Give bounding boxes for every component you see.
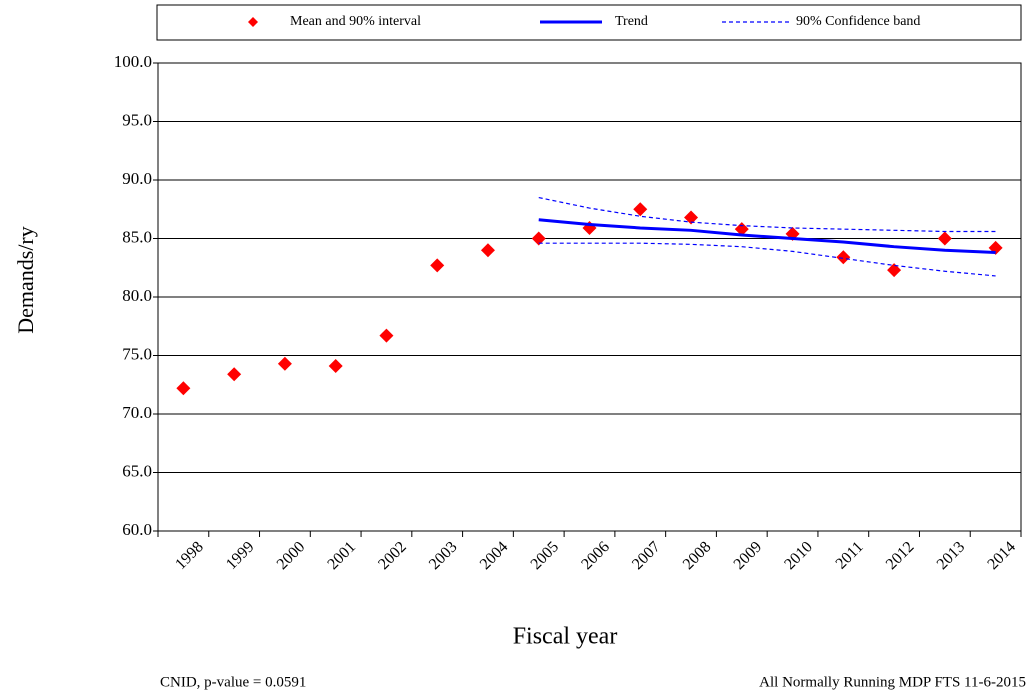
data-point bbox=[379, 328, 394, 343]
data-point bbox=[328, 359, 343, 374]
y-axis-label: Demands/ry bbox=[13, 226, 38, 334]
x-tick-label: 2002 bbox=[375, 538, 410, 573]
data-point bbox=[937, 231, 952, 246]
y-tick-label: 100.0 bbox=[114, 52, 152, 71]
legend-label: Mean and 90% interval bbox=[290, 14, 421, 29]
x-tick-label: 2000 bbox=[274, 538, 309, 573]
x-tick-label: 2012 bbox=[883, 538, 918, 573]
y-tick-label: 75.0 bbox=[122, 344, 152, 363]
data-point bbox=[430, 258, 445, 273]
confidence-band bbox=[538, 196, 996, 233]
y-tick-label: 95.0 bbox=[122, 110, 152, 129]
y-tick-label: 85.0 bbox=[122, 227, 152, 246]
legend-marker bbox=[248, 17, 258, 27]
data-point bbox=[531, 231, 546, 246]
data-point bbox=[684, 210, 699, 225]
x-tick-label: 1998 bbox=[172, 538, 207, 573]
y-tick-label: 90.0 bbox=[122, 169, 152, 188]
data-point bbox=[480, 243, 495, 258]
trend-line bbox=[538, 218, 996, 255]
x-tick-label: 2005 bbox=[528, 538, 563, 573]
y-tick-label: 60.0 bbox=[122, 520, 152, 539]
legend-label: 90% Confidence band bbox=[796, 14, 920, 29]
x-axis-label: Fiscal year bbox=[513, 624, 618, 650]
plot-border bbox=[157, 62, 1022, 532]
x-tick-label: 2007 bbox=[629, 538, 664, 573]
x-tick-label: 2009 bbox=[731, 538, 766, 573]
footnote-right: All Normally Running MDP FTS 11-6-2015 bbox=[759, 674, 1026, 690]
x-tick-label: 2010 bbox=[781, 538, 816, 573]
data-point bbox=[277, 356, 292, 371]
legend-box bbox=[156, 4, 1022, 41]
legend-label: Trend bbox=[615, 14, 648, 29]
x-tick-label: 2014 bbox=[984, 538, 1019, 573]
data-point bbox=[734, 222, 749, 237]
x-tick-label: 1999 bbox=[223, 538, 258, 573]
x-tick-label: 2003 bbox=[426, 538, 461, 573]
data-point bbox=[887, 263, 902, 278]
x-tick-label: 2008 bbox=[680, 538, 715, 573]
footnote-left: CNID, p-value = 0.0591 bbox=[160, 674, 306, 690]
x-tick-label: 2001 bbox=[324, 538, 359, 573]
data-point bbox=[836, 250, 851, 265]
data-point bbox=[633, 202, 648, 217]
y-tick-label: 65.0 bbox=[122, 461, 152, 480]
y-tick-label: 80.0 bbox=[122, 286, 152, 305]
x-tick-label: 2013 bbox=[934, 538, 969, 573]
data-point bbox=[176, 381, 191, 396]
data-point bbox=[227, 367, 242, 382]
x-tick-label: 2011 bbox=[833, 538, 867, 572]
x-tick-label: 2004 bbox=[477, 538, 512, 573]
x-tick-label: 2006 bbox=[578, 538, 613, 573]
y-tick-label: 70.0 bbox=[122, 403, 152, 422]
